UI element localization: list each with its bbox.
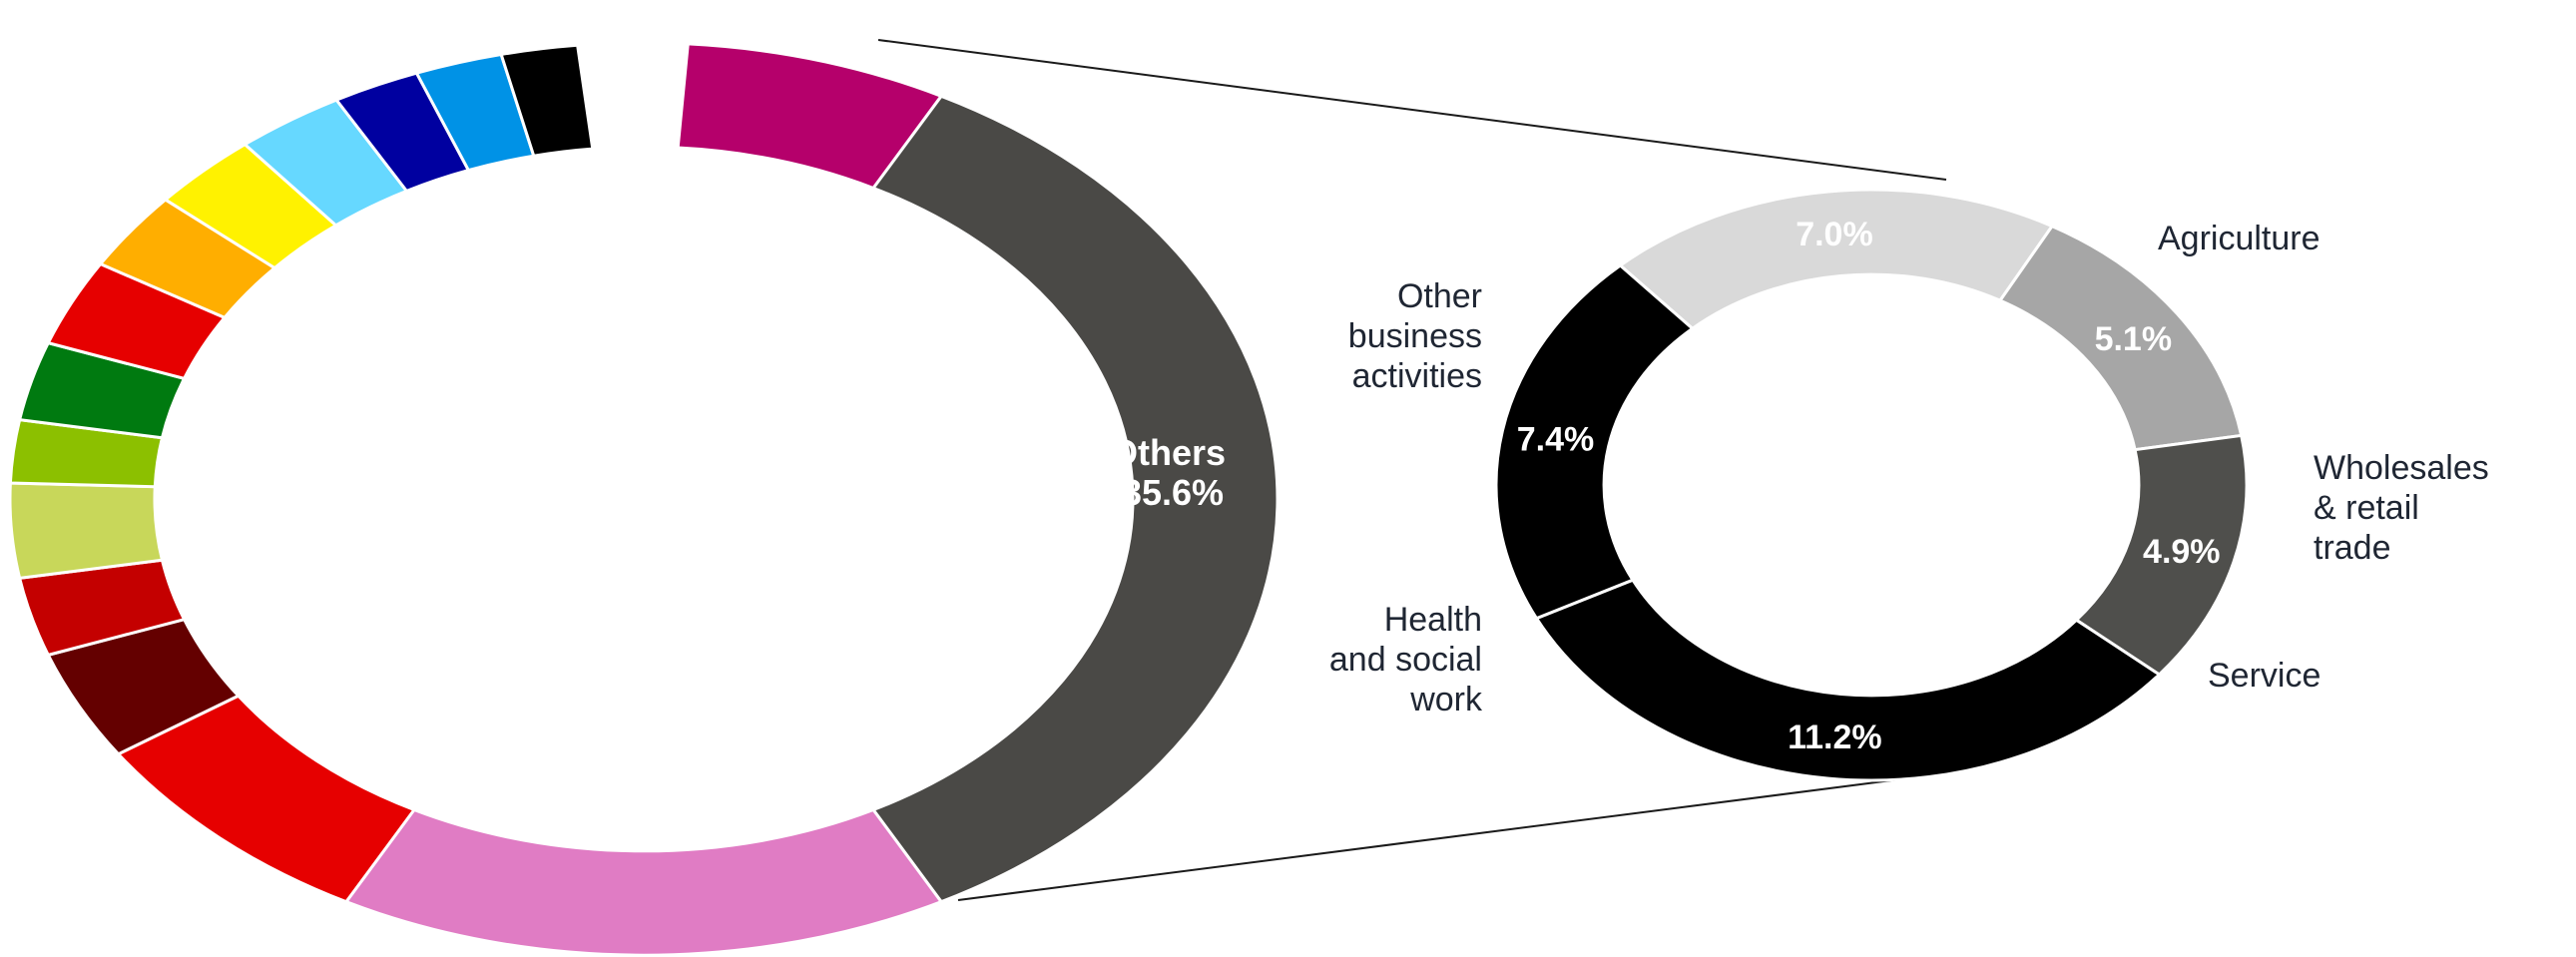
slice-other-business-activities xyxy=(1496,265,1693,619)
value-label-wholesales-retail-trade: 5.1% xyxy=(2095,320,2173,358)
category-label-health-and-social-work: Health and social work xyxy=(1329,601,1483,718)
others-slice-label: Others 35.6% xyxy=(1110,432,1236,513)
value-label-health-and-social-work: 11.2% xyxy=(1788,718,1882,756)
overall-donut xyxy=(10,44,1278,955)
zoom-connector-top xyxy=(877,39,1947,181)
category-label-wholesales-retail-trade: Wholesales & retail trade xyxy=(2314,449,2489,567)
slice-7 xyxy=(10,483,162,578)
value-label-service: 4.9% xyxy=(2143,533,2221,571)
others-value: 35.6% xyxy=(1122,472,1224,513)
others-label: Others xyxy=(1110,432,1226,473)
slice-agriculture xyxy=(1620,190,2052,328)
breakdown-value-labels: 7.0% 5.1% 4.9% 11.2% 7.4% xyxy=(1517,216,2221,756)
others-breakdown-donut xyxy=(1496,190,2247,780)
breakdown-category-labels: Agriculture Wholesales & retail trade Servic… xyxy=(1329,220,2489,718)
slice-others xyxy=(873,96,1278,901)
value-label-agriculture: 7.0% xyxy=(1796,216,1873,253)
category-label-agriculture: Agriculture xyxy=(2158,220,2320,257)
slice-3 xyxy=(346,810,941,956)
zoom-connector-bottom xyxy=(957,772,1947,901)
slice-16 xyxy=(501,45,593,156)
category-label-service: Service xyxy=(2208,657,2320,695)
zoom-connector-lines xyxy=(877,39,1947,901)
value-label-other-business-activities: 7.4% xyxy=(1517,420,1595,458)
category-label-other-business-activities: Other business activities xyxy=(1348,277,1482,395)
slice-health-and-social-work xyxy=(1536,580,2159,780)
